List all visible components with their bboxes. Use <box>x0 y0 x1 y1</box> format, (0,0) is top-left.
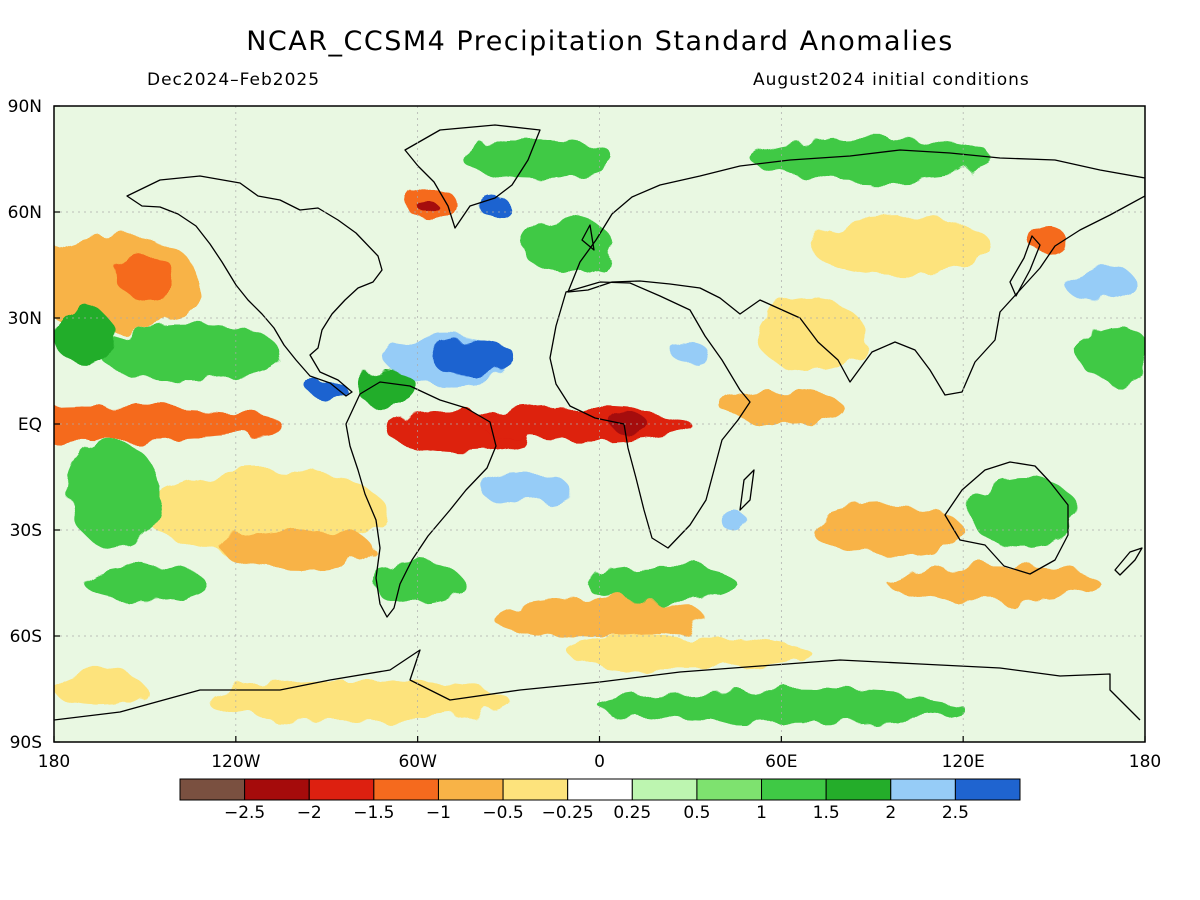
anomaly-region <box>357 371 418 407</box>
anomaly-region <box>114 254 176 297</box>
anomaly-region <box>308 378 345 400</box>
anomaly-region <box>463 137 615 181</box>
anomaly-region <box>757 300 867 371</box>
anomaly-region <box>429 339 515 375</box>
colorbar-label: −0.5 <box>482 803 523 823</box>
anomaly-region <box>220 526 373 569</box>
anomaly-region <box>84 565 206 601</box>
coastline-north-america <box>126 175 383 397</box>
colorbar-swatch <box>179 778 246 801</box>
anomaly-region <box>811 219 994 276</box>
colorbar-label: 2.5 <box>942 803 969 823</box>
anomaly-region <box>751 137 994 181</box>
longitude-tick-label: 180 <box>38 752 70 772</box>
longitude-tick-label: 180 <box>1129 752 1161 772</box>
colorbar-label: 0.5 <box>683 803 710 823</box>
colorbar-swatch <box>696 778 763 801</box>
coastlines <box>54 124 1145 721</box>
coastline-south-america <box>345 381 497 618</box>
anomaly-region <box>54 307 115 364</box>
anomaly-region <box>478 473 570 502</box>
colorbar-swatch <box>244 778 310 801</box>
anomaly-region <box>723 512 748 534</box>
graticule <box>54 106 1145 742</box>
colorbar-label: −0.25 <box>542 803 594 823</box>
coastline-africa <box>549 281 751 549</box>
anomaly-region <box>611 413 648 435</box>
longitude-tick-label: 120E <box>942 752 985 772</box>
longitude-tick-label: 60E <box>765 752 797 772</box>
colorbar-label: 2 <box>885 803 896 823</box>
colorbar-label: −2 <box>297 803 322 823</box>
colorbar-label: −1 <box>426 803 451 823</box>
colorbar-swatch <box>890 778 956 801</box>
anomaly-region <box>54 233 200 333</box>
anomaly-region <box>887 565 1100 601</box>
anomaly-region <box>205 678 509 721</box>
colorbar-swatch <box>308 778 375 801</box>
longitude-tick-label: 120W <box>211 752 260 772</box>
longitude-tick-label: 0 <box>594 752 605 772</box>
anomaly-region <box>1063 265 1136 301</box>
latitude-tick-label: EQ <box>18 415 42 435</box>
colorbar-label: 1 <box>756 803 767 823</box>
latitude-tick-label: 30N <box>8 309 42 329</box>
colorbar-label: 1.5 <box>813 803 840 823</box>
coastline-eurasia <box>567 149 1145 396</box>
colorbar-swatch <box>373 778 439 801</box>
anomaly-region <box>569 636 812 672</box>
latitude-tick-label: 60N <box>8 203 42 223</box>
colorbar-label: 0.25 <box>613 803 651 823</box>
anomaly-region <box>672 342 709 364</box>
anomaly-region <box>493 597 706 640</box>
anomaly-region <box>372 561 464 605</box>
anomaly-region <box>969 476 1079 548</box>
colorbar-swatch <box>825 778 892 801</box>
coastline-greenland <box>404 124 541 229</box>
longitude-tick-label: 60W <box>398 752 437 772</box>
map-title: NCAR_CCSM4 Precipitation Standard Anomal… <box>246 26 954 57</box>
colorbar-label: −1.5 <box>353 803 394 823</box>
anomaly-region <box>523 219 615 276</box>
coastline-new-zealand <box>1114 547 1143 576</box>
colorbar-swatch <box>567 778 633 801</box>
latitude-axis: 90N 60N 30N EQ 30S 60S 90S <box>8 97 60 753</box>
initial-conditions: August2024 initial conditions <box>753 70 1030 90</box>
coastline-antarctica <box>54 649 1141 721</box>
anomaly-region <box>54 671 145 707</box>
anomaly-region <box>1078 325 1145 382</box>
longitude-axis: 180 120W 60W 0 60E 120E 180 <box>38 736 1161 772</box>
coastline-madagascar <box>739 469 755 511</box>
latitude-tick-label: 60S <box>10 627 42 647</box>
anomaly-region <box>99 325 282 382</box>
anomaly-region <box>478 194 509 216</box>
anomaly-region <box>420 201 439 216</box>
anomaly-region <box>69 441 161 548</box>
colorbar-swatch <box>954 778 1021 801</box>
colorbar-swatch <box>631 778 698 801</box>
latitude-tick-label: 90N <box>8 97 42 117</box>
colorbar-swatch <box>437 778 504 801</box>
colorbar-label: −2.5 <box>224 803 265 823</box>
anomaly-region <box>584 565 736 601</box>
coastline-australia <box>944 461 1069 575</box>
latitude-tick-label: 90S <box>10 733 42 753</box>
anomaly-region <box>811 505 964 555</box>
coastline-japan <box>1009 235 1041 297</box>
colorbar: −2.5 −2 −1.5 −1 −0.5 −0.25 0.25 0.5 1 1.5 2 2.5 <box>179 778 1021 823</box>
anomaly-region <box>54 406 282 442</box>
colorbar-swatch <box>502 778 569 801</box>
colorbar-swatch <box>761 778 827 801</box>
coastline-britain <box>581 224 595 251</box>
latitude-tick-label: 30S <box>10 521 42 541</box>
forecast-period: Dec2024–Feb2025 <box>147 70 321 90</box>
